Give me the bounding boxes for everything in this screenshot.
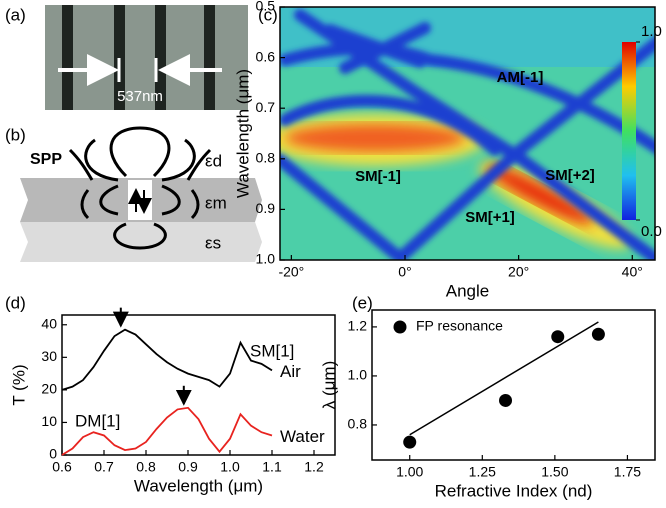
x-axis-label: Angle	[446, 281, 489, 300]
y-tick-label: 30	[41, 348, 57, 364]
x-tick-label: -20°	[278, 264, 304, 280]
heatmap-image	[280, 7, 655, 260]
data-line	[61, 406, 273, 456]
x-tick-label: 0.6	[52, 459, 72, 475]
annotation: SM[+1]	[465, 209, 515, 226]
x-tick-label: 0°	[398, 264, 411, 280]
data-line	[61, 328, 273, 391]
plot-frame	[61, 314, 336, 456]
legend-marker	[393, 320, 407, 334]
x-tick-label: 1.0	[220, 459, 240, 475]
colorbar	[622, 42, 636, 220]
plot-frame	[279, 6, 656, 261]
y-tick-label: 40	[41, 315, 57, 331]
fit-line	[409, 321, 599, 436]
diagram-label: εm	[205, 193, 227, 212]
diagram-label: SPP	[30, 151, 62, 168]
panel-label: (c)	[258, 5, 278, 24]
y-tick-label: 0.5	[256, 0, 276, 14]
panel-label: (e)	[352, 293, 373, 312]
colorbar-tick-label: 1.0	[641, 23, 662, 40]
x-tick-label: 20°	[508, 264, 529, 280]
data-point	[591, 327, 605, 341]
sem-image	[45, 5, 248, 110]
y-tick-label: 0.6	[256, 48, 276, 64]
annotation: SM[+2]	[545, 167, 595, 184]
data-point	[403, 435, 417, 449]
y-tick-label: 0.8	[256, 150, 276, 166]
x-tick-label: 1.75	[614, 464, 641, 480]
y-axis-label: λ (μm)	[319, 361, 338, 410]
y-tick-label: 0.8	[348, 416, 368, 432]
data-point	[499, 393, 513, 407]
scale-label: 537nm	[117, 88, 163, 105]
x-tick-label: 1.1	[262, 459, 282, 475]
spp-diagram	[20, 126, 262, 262]
x-axis-label: Refractive Index (nd)	[435, 481, 593, 500]
x-tick-label: 0.8	[136, 459, 156, 475]
y-tick-label: 10	[41, 413, 57, 429]
y-tick-label: 1.0	[256, 251, 276, 267]
x-tick-label: 1.50	[541, 464, 568, 480]
x-tick-label: 1.2	[304, 459, 324, 475]
plot-frame	[371, 309, 656, 461]
y-tick-label: 20	[41, 381, 57, 397]
panel-label: (b)	[5, 125, 26, 144]
data-point	[551, 330, 565, 344]
y-tick-label: 0.7	[256, 99, 276, 115]
y-tick-label: 1.0	[348, 367, 368, 383]
x-tick-label: 40°	[622, 264, 643, 280]
annotation: AM[-1]	[497, 69, 544, 86]
y-axis-label: T (%)	[9, 364, 28, 405]
diagram-label: εd	[205, 151, 222, 170]
panel-label: (a)	[5, 5, 26, 24]
y-tick-label: 0	[49, 446, 57, 462]
y-tick-label: 0.9	[256, 200, 276, 216]
x-tick-label: 1.25	[469, 464, 496, 480]
y-axis-label: Wavelength (μm)	[233, 69, 252, 198]
x-tick-label: 1.00	[396, 464, 423, 480]
series-label: Air	[280, 362, 301, 381]
x-tick-label: 0.7	[94, 459, 114, 475]
series-label: Water	[280, 427, 325, 446]
diagram-label: εs	[205, 233, 221, 252]
annotation: SM[1]	[250, 341, 294, 360]
legend-label: FP resonance	[416, 318, 503, 334]
annotation: SM[-1]	[355, 168, 401, 185]
annotation: DM[1]	[75, 411, 120, 430]
y-tick-label: 1.2	[348, 318, 368, 334]
colorbar-tick-label: 0.0	[641, 223, 662, 240]
x-axis-label: Wavelength (μm)	[134, 476, 263, 495]
x-tick-label: 0.9	[178, 459, 198, 475]
panel-label: (d)	[5, 293, 26, 312]
